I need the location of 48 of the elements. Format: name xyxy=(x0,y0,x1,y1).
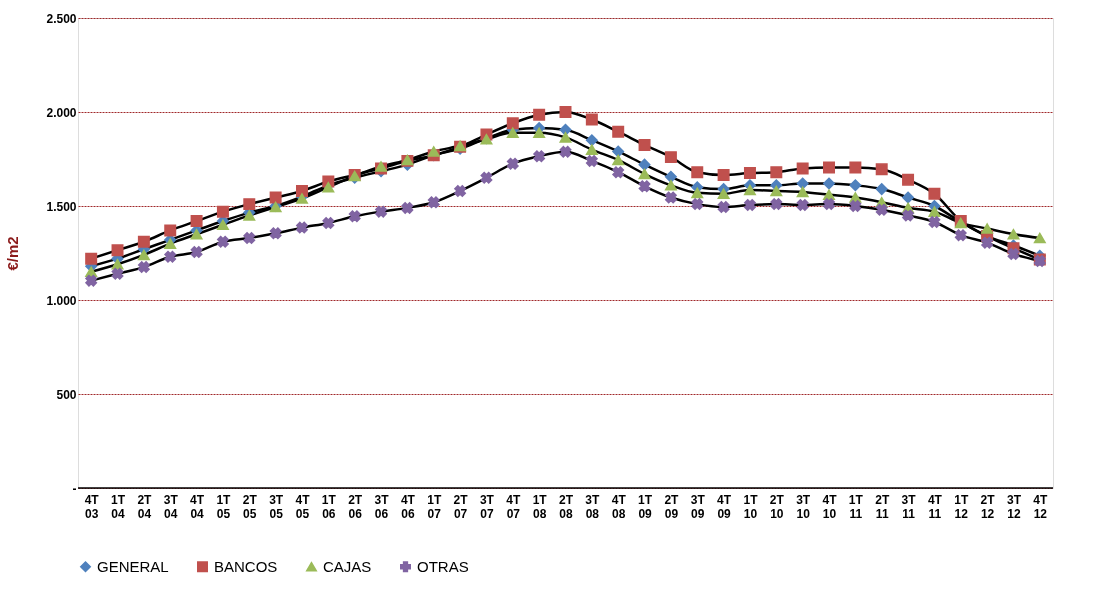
x-tick-label: 2T 11 xyxy=(875,492,890,521)
x-tick-label: 2T 07 xyxy=(453,492,469,521)
x-tick-label: 3T 06 xyxy=(374,492,390,521)
x-tick-label: 1T 08 xyxy=(532,492,548,521)
x-tick-label: 2T 04 xyxy=(137,492,153,521)
x-tick-label: 1T 10 xyxy=(743,492,759,521)
x-tick-label: 4T 07 xyxy=(506,492,521,521)
legend-label: OTRAS xyxy=(417,557,469,575)
x-tick-label: 1T 07 xyxy=(427,492,442,521)
legend-label: GENERAL xyxy=(97,557,169,575)
x-tick-label: 1T 12 xyxy=(954,492,969,521)
x-tick-label: 2T 08 xyxy=(558,492,574,521)
legend-label: CAJAS xyxy=(323,557,372,575)
legend-label: BANCOS xyxy=(214,557,278,575)
x-tick-label: 4T 06 xyxy=(400,492,416,521)
x-tick-label: 1T 04 xyxy=(111,492,126,521)
x-tick-label: 4T 03 xyxy=(84,492,100,521)
x-tick-label: 1T 06 xyxy=(321,492,337,521)
y-tick-label: 2.500 xyxy=(46,11,77,26)
y-tick-label: 1.500 xyxy=(46,199,77,214)
x-tick-label: 3T 07 xyxy=(479,492,495,521)
x-tick-label: 2T 09 xyxy=(664,492,680,521)
x-tick-label: 2T 12 xyxy=(980,492,996,521)
x-tick-label: 4T 12 xyxy=(1033,492,1048,521)
y-tick-label: - xyxy=(72,481,77,496)
x-tick-label: 3T 12 xyxy=(1006,492,1022,521)
x-tick-label: 3T 04 xyxy=(163,492,179,521)
y-tick-label: 500 xyxy=(56,387,77,402)
x-tick-label: 1T 11 xyxy=(848,492,864,521)
x-tick-label: 4T 10 xyxy=(822,492,838,521)
x-tick-label: 2T 06 xyxy=(348,492,363,521)
y-tick-label: 2.000 xyxy=(46,105,77,120)
y-tick-label: 1.000 xyxy=(46,293,77,308)
x-tick-label: 3T 05 xyxy=(269,492,284,521)
x-tick-label: 3T 08 xyxy=(585,492,601,521)
x-tick-label: 1T 05 xyxy=(216,492,232,521)
x-tick-label: 4T 04 xyxy=(190,492,205,521)
x-tick-label: 4T 09 xyxy=(717,492,732,521)
y-axis-title: €/m2 xyxy=(4,236,22,271)
x-tick-label: 2T 10 xyxy=(769,492,785,521)
x-tick-label: 3T 09 xyxy=(690,492,706,521)
x-tick-label: 3T 10 xyxy=(796,492,811,521)
x-tick-label: 3T 11 xyxy=(901,492,917,521)
x-tick-label: 1T 09 xyxy=(638,492,653,521)
x-tick-label: 4T 08 xyxy=(611,492,627,521)
x-tick-label: 4T 11 xyxy=(927,492,943,521)
x-tick-label: 2T 05 xyxy=(242,492,258,521)
x-tick-label: 4T 05 xyxy=(295,492,311,521)
